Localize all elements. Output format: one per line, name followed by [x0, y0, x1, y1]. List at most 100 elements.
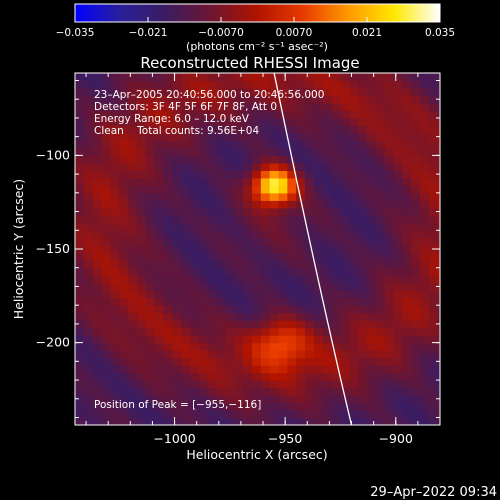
heatmap-cell	[181, 185, 191, 194]
heatmap-cell	[243, 222, 253, 231]
heatmap-cell	[154, 267, 165, 276]
heatmap-cell	[198, 387, 209, 396]
heatmap-cell	[163, 365, 173, 374]
heatmap-cell	[278, 237, 288, 246]
heatmap-cell	[251, 170, 262, 179]
heatmap-cell	[428, 200, 439, 209]
heatmap-cell	[154, 305, 165, 314]
y-axis-label: Heliocentric Y (arcsec)	[11, 179, 26, 319]
heatmap-cell	[305, 117, 315, 127]
heatmap-cell	[420, 140, 430, 149]
heatmap-cell	[243, 372, 253, 381]
heatmap-cell	[402, 73, 412, 82]
heatmap-cell	[154, 387, 165, 396]
heatmap-cell	[367, 297, 377, 306]
heatmap-cell	[216, 282, 227, 291]
heatmap-cell	[251, 155, 262, 164]
info-line-time: 23–Apr–2005 20:40:56.000 to 20:46:56.000	[94, 89, 324, 101]
heatmap-cell	[296, 267, 306, 276]
heatmap-cell	[322, 102, 333, 112]
heatmap-cell	[234, 282, 244, 291]
heatmap-cell	[243, 305, 253, 314]
heatmap-cell	[358, 125, 368, 134]
heatmap-cell	[243, 335, 253, 344]
heatmap-cell	[110, 275, 120, 284]
heatmap-cell	[225, 95, 235, 104]
heatmap-cell	[296, 73, 306, 82]
heatmap-cell	[437, 372, 440, 381]
heatmap-cell	[305, 140, 315, 149]
heatmap-cell	[340, 200, 350, 209]
heatmap-cell	[428, 215, 439, 224]
heatmap-cell	[181, 312, 191, 321]
heatmap-cell	[119, 282, 129, 291]
heatmap-cell	[190, 110, 200, 119]
heatmap-cell	[225, 395, 235, 404]
heatmap-cell	[75, 320, 85, 329]
heatmap-cell	[402, 305, 412, 314]
heatmap-cell	[402, 230, 412, 239]
heatmap-cell	[296, 155, 306, 164]
heatmap-cell	[269, 177, 280, 186]
heatmap-cell	[145, 350, 156, 359]
heatmap-cell	[181, 147, 191, 156]
heatmap-cell	[340, 110, 350, 119]
heatmap-cell	[234, 192, 244, 201]
heatmap-cell	[136, 132, 147, 142]
heatmap-cell	[340, 260, 350, 269]
heatmap-cell	[260, 387, 271, 396]
heatmap-cell	[331, 155, 342, 164]
heatmap-cell	[83, 372, 94, 381]
heatmap-cell	[296, 222, 306, 231]
heatmap-cell	[251, 252, 262, 261]
heatmap-cell	[278, 372, 288, 381]
heatmap-cell	[331, 372, 342, 381]
heatmap-cell	[428, 252, 439, 261]
heatmap-cell	[225, 207, 235, 216]
heatmap-cell	[269, 132, 280, 142]
heatmap-cell	[269, 222, 280, 231]
heatmap-cell	[243, 290, 253, 299]
heatmap-cell	[92, 177, 103, 186]
heatmap-cell	[367, 395, 377, 404]
heatmap-cell	[375, 260, 386, 269]
heatmap-cell	[278, 222, 288, 231]
heatmap-cell	[296, 185, 306, 194]
heatmap-cell	[198, 117, 209, 127]
heatmap-cell	[313, 125, 324, 134]
heatmap-cell	[349, 320, 359, 329]
heatmap-cell	[313, 222, 324, 231]
heatmap-cell	[225, 200, 235, 209]
heatmap-cell	[375, 327, 386, 336]
heatmap-cell	[367, 192, 377, 201]
heatmap-cell	[225, 102, 235, 112]
heatmap-cell	[402, 327, 412, 336]
heatmap-cell	[128, 350, 138, 359]
heatmap-cell	[402, 297, 412, 306]
heatmap-cell	[190, 312, 200, 321]
heatmap-cell	[145, 95, 156, 104]
heatmap-cell	[367, 335, 377, 344]
heatmap-cell	[207, 125, 218, 134]
heatmap-cell	[428, 275, 439, 284]
heatmap-cell	[172, 282, 182, 291]
heatmap-cell	[296, 342, 306, 351]
heatmap-cell	[260, 252, 271, 261]
heatmap-cell	[260, 110, 271, 119]
heatmap-cell	[393, 102, 403, 112]
heatmap-cell	[172, 357, 182, 366]
heatmap-cell	[145, 282, 156, 291]
heatmap-cell	[331, 170, 342, 179]
heatmap-cell	[172, 335, 182, 344]
heatmap-cell	[101, 312, 111, 321]
heatmap-cell	[287, 117, 297, 127]
heatmap-cell	[181, 170, 191, 179]
heatmap-cell	[340, 230, 350, 239]
heatmap-cell	[145, 125, 156, 134]
heatmap-cell	[243, 417, 253, 425]
heatmap-cell	[225, 110, 235, 119]
heatmap-cell	[375, 410, 386, 419]
heatmap-cell	[251, 102, 262, 112]
heatmap-cell	[172, 192, 182, 201]
heatmap-cell	[322, 207, 333, 216]
